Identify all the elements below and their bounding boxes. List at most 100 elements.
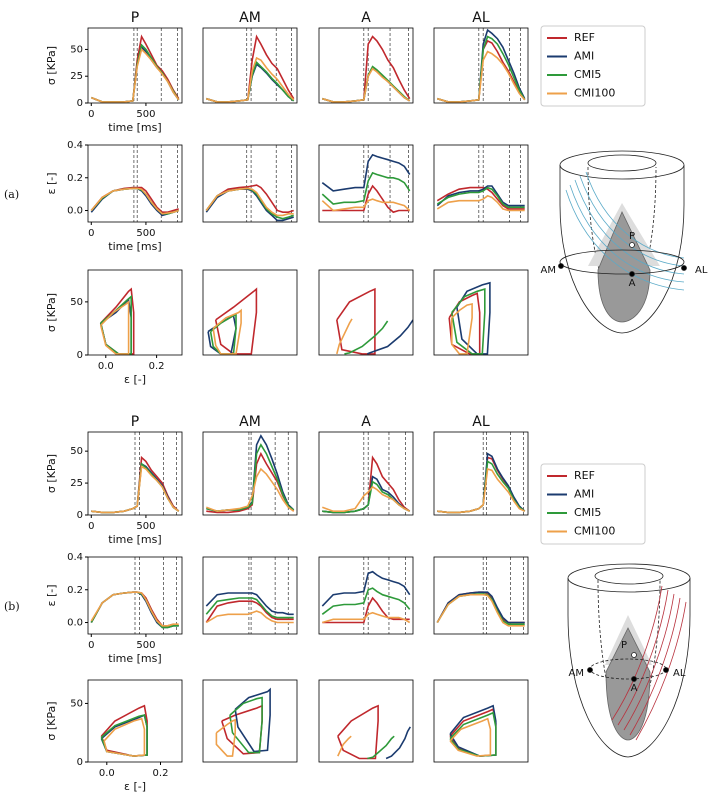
- series-line: [206, 467, 295, 513]
- axes-frame: [202, 679, 298, 763]
- y-axis-label: σ [KPa]: [45, 293, 58, 332]
- series-line: [321, 570, 411, 607]
- series-line: [91, 47, 180, 103]
- series-line: [322, 611, 411, 624]
- series-line: [321, 153, 411, 192]
- series-line: [99, 300, 130, 355]
- diagram-label: A: [629, 278, 636, 289]
- panel-label: (b): [4, 600, 20, 613]
- legend-box: [540, 463, 646, 545]
- axes-frame: [433, 556, 529, 635]
- axes-frame: [318, 144, 414, 223]
- y-tick-label: 0: [77, 757, 83, 768]
- series-line: [436, 593, 525, 627]
- series-line: [449, 717, 492, 757]
- y-tick-label: 0: [77, 350, 83, 361]
- axes-frame: [87, 27, 183, 104]
- x-axis-label: ε [-]: [124, 373, 146, 386]
- series-line: [103, 717, 146, 757]
- axes-frame: [433, 144, 529, 223]
- series-line: [205, 592, 294, 616]
- axes-frame: [87, 431, 183, 516]
- series-line: [90, 186, 179, 213]
- series-line: [448, 292, 481, 355]
- series-line: [367, 319, 413, 355]
- axes-frame: [202, 27, 298, 104]
- series-line: [90, 187, 179, 217]
- series-line: [451, 303, 473, 355]
- y-tick-label: 0.2: [67, 585, 83, 596]
- y-tick-label: 0.4: [67, 552, 83, 563]
- series-line: [321, 198, 411, 212]
- column-title: A: [361, 414, 371, 430]
- y-tick-label: 25: [70, 478, 83, 489]
- y-tick-label: 25: [70, 71, 83, 82]
- series-line: [221, 704, 263, 755]
- legend-label: AMI: [574, 488, 594, 501]
- x-tick-label: 0: [88, 109, 94, 120]
- series-line: [205, 184, 294, 213]
- y-tick-label: 0: [77, 98, 83, 109]
- legend-label: CMI100: [574, 87, 615, 100]
- series-line: [205, 187, 294, 220]
- y-axis-label: σ [KPa]: [45, 46, 58, 85]
- axes-frame: [87, 679, 183, 763]
- legend-label: REF: [574, 31, 595, 44]
- column-title: AL: [472, 10, 490, 26]
- series-line: [322, 485, 411, 512]
- series-line: [336, 287, 376, 355]
- y-axis-label: ε [-]: [45, 173, 58, 195]
- series-line: [99, 294, 132, 355]
- series-line: [451, 288, 486, 355]
- x-tick-label: 0: [88, 640, 94, 651]
- series-line: [456, 281, 491, 355]
- series-line: [90, 591, 179, 627]
- series-line: [205, 187, 294, 217]
- x-tick-label: 500: [136, 521, 155, 532]
- column-title: P: [131, 10, 139, 26]
- series-line: [336, 318, 353, 355]
- series-line: [321, 587, 411, 615]
- diagram-label: P: [629, 231, 635, 242]
- series-line: [337, 704, 379, 760]
- legend-label: AMI: [574, 50, 594, 63]
- x-tick-label: 0.2: [153, 768, 169, 779]
- series-line: [436, 194, 525, 212]
- legend-label: CMI5: [574, 506, 601, 519]
- axes-frame: [87, 556, 183, 635]
- x-tick-label: 0.0: [99, 768, 115, 779]
- heart-diagram: [558, 150, 687, 334]
- series-line: [385, 726, 411, 760]
- axes-frame: [87, 269, 183, 356]
- axes-frame: [202, 431, 298, 516]
- y-tick-label: 50: [70, 698, 83, 709]
- axes-frame: [318, 556, 414, 635]
- y-tick-label: 0: [77, 510, 83, 521]
- series-line: [322, 184, 410, 214]
- x-axis-label: time [ms]: [108, 240, 161, 253]
- series-line: [437, 460, 526, 514]
- series-line: [436, 593, 525, 625]
- series-line: [229, 696, 263, 754]
- y-tick-label: 0.2: [67, 173, 83, 184]
- x-axis-label: time [ms]: [108, 121, 161, 134]
- x-tick-label: 500: [136, 640, 155, 651]
- series-line: [437, 452, 526, 514]
- series-line: [205, 610, 294, 624]
- y-tick-label: 0.0: [67, 618, 83, 629]
- series-line: [436, 186, 525, 210]
- series-line: [449, 711, 497, 757]
- column-title: AM: [239, 414, 261, 430]
- series-line: [91, 34, 180, 103]
- series-line: [90, 187, 179, 215]
- axes-frame: [433, 269, 529, 356]
- column-title: AL: [472, 414, 490, 430]
- series-line: [90, 187, 179, 215]
- series-line: [337, 735, 352, 757]
- x-axis-label: time [ms]: [108, 533, 161, 546]
- series-line: [436, 591, 525, 624]
- series-line: [212, 308, 242, 355]
- y-tick-label: 0.0: [67, 206, 83, 217]
- legend-label: CMI100: [574, 525, 615, 538]
